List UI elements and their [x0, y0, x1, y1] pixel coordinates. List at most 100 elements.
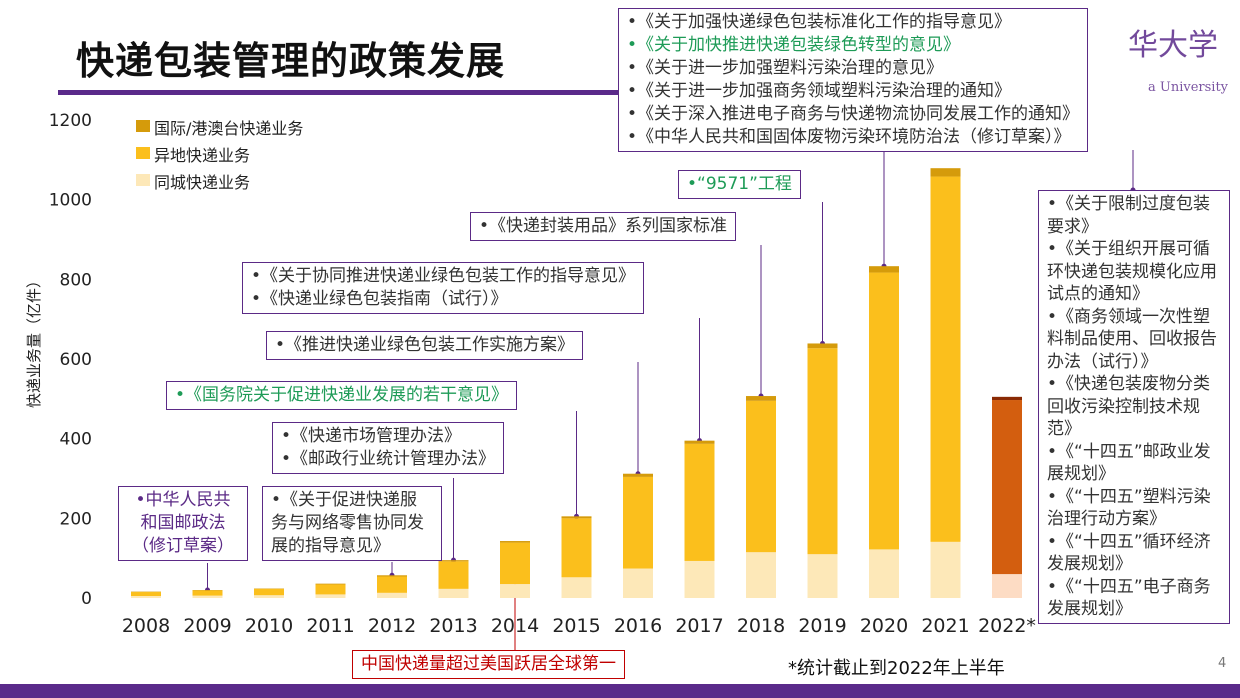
note-2017-line-1: •《关于协同推进快递业绿色包装工作的指导意见》: [251, 266, 636, 286]
y-tick-label: 400: [60, 430, 92, 450]
bar-2021-series-0: [930, 541, 961, 598]
x-tick-label: 2009: [183, 615, 231, 637]
note-2021-line-1: •《关于限制过度包装要求》: [1047, 194, 1211, 237]
bar-2014-series-0: [500, 584, 530, 598]
x-tick-label: 2015: [552, 615, 600, 637]
y-tick-label: 1000: [49, 191, 92, 211]
bar-2018-series-0: [746, 552, 776, 598]
footnote: *统计截止到2022年上半年: [788, 658, 1005, 679]
note-2019: •“9571”工程: [678, 170, 801, 199]
note-2017-line-2: •《快递业绿色包装指南（试行）》: [251, 289, 508, 309]
bar-2009-series-0: [192, 595, 223, 598]
bar-2010-series-0: [254, 595, 284, 598]
note-2020-line-4: •《关于进一步加强商务领域塑料污染治理的通知》: [627, 81, 1012, 101]
note-2013-line-1: •《快递市场管理办法》: [281, 426, 462, 446]
y-tick-label: 800: [60, 270, 92, 290]
note-2016: •《推进快递业绿色包装工作实施方案》: [266, 331, 584, 360]
note-2021-line-6: •《“十四五”塑料污染治理行动方案》: [1047, 486, 1211, 530]
slide-title: 快递包装管理的政策发展: [76, 39, 506, 83]
x-tick-label: 2020: [860, 615, 908, 637]
y-axis-ticks: 0 200 400 600 800 1000 1200: [49, 111, 92, 609]
bar-2012-series-2: [377, 575, 407, 577]
bar-2020-series-2: [869, 266, 899, 273]
university-logo-subtitle: a University: [1148, 80, 1229, 95]
note-2021-line-3: •《商务领域一次性塑料制品使用、回收报告办法（试行）》: [1047, 306, 1217, 372]
note-2021-line-4: •《快递包装废物分类回收污染控制技术规范》: [1047, 374, 1211, 439]
note-2020-line-5: •《关于深入推进电子商务与快递物流协同发展工作的通知》: [627, 104, 1080, 124]
legend-swatch-intercity: [136, 147, 150, 159]
bar-2011-series-0: [315, 594, 346, 598]
x-tick-label: 2013: [429, 615, 477, 637]
legend-swatch-same-city: [136, 174, 150, 186]
bar-2021-series-1: [930, 176, 961, 542]
bar-2011-series-2: [315, 583, 346, 585]
x-tick-label: 2017: [675, 615, 723, 637]
bar-2017-series-2: [684, 440, 715, 444]
bar-2010-series-1: [254, 588, 284, 596]
bar-2019-series-1: [807, 348, 838, 555]
x-tick-label: 2011: [306, 615, 354, 637]
bar-2015-series-1: [561, 518, 592, 578]
legend-label-international: 国际/港澳台快递业务: [154, 119, 304, 138]
bar-2013-series-0: [438, 588, 469, 598]
bar-2016-series-2: [623, 473, 653, 477]
bar-2016-series-0: [623, 568, 653, 598]
x-tick-label: 2010: [245, 615, 293, 637]
note-2020-line-2: •《关于加快推进快递包装绿色转型的意见》: [627, 35, 961, 55]
note-2013: •《快递市场管理办法》 •《邮政行业统计管理办法》: [272, 422, 505, 474]
bar-2015-series-0: [561, 577, 592, 598]
x-axis-ticks: 2008 2009 2010 2011 2012 2013 2014 2015 2016 2017…: [122, 615, 1036, 637]
note-2021-line-5: •《“十四五”邮政业发展规划》: [1047, 441, 1211, 485]
note-2018: •《快递封装用品》系列国家标准: [470, 212, 737, 241]
bar-2016-series-1: [623, 476, 653, 569]
y-tick-label: 600: [60, 350, 92, 370]
legend-label-same-city: 同城快递业务: [154, 173, 251, 192]
bar-2018-series-1: [746, 400, 776, 553]
note-2021-line-8: •《“十四五”电子商务发展规划》: [1047, 576, 1211, 620]
x-tick-label: 2021: [921, 615, 969, 637]
bar-2013-series-2: [438, 560, 469, 562]
bar-2013-series-1: [438, 561, 469, 589]
bar-2014-series-2: [500, 541, 530, 543]
bar-2012-series-1: [377, 576, 407, 593]
bar-2020-series-0: [869, 549, 899, 598]
bar-2017-series-0: [684, 560, 715, 598]
note-2017: •《关于协同推进快递业绿色包装工作的指导意见》 •《快递业绿色包装指南（试行）》: [242, 262, 645, 314]
bar-2008-series-0: [131, 596, 161, 598]
x-tick-label: 2018: [737, 615, 785, 637]
y-tick-label: 200: [60, 509, 92, 529]
legend-swatch-international: [136, 120, 150, 132]
bar-2018-series-2: [746, 396, 776, 401]
x-tick-label: 2012: [368, 615, 416, 637]
note-2015: •《国务院关于促进快递业发展的若干意见》: [166, 381, 518, 410]
bars-layer: [131, 168, 1022, 598]
bar-2009-series-1: [192, 590, 223, 596]
y-axis-label: 快递业务量（亿件）: [25, 272, 44, 409]
page-number: 4: [1218, 656, 1227, 671]
bar-2011-series-1: [315, 584, 346, 595]
bar-2021-series-2: [930, 168, 961, 177]
note-2020-line-3: •《关于进一步加强塑料污染治理的意见》: [627, 58, 944, 78]
bar-2022*-series-2: [992, 396, 1022, 401]
bar-2022*-series-1: [992, 400, 1022, 575]
bar-2008-series-1: [131, 592, 161, 597]
note-2020: •《关于加强快递绿色包装标准化工作的指导意见》 •《关于加快推进快递包装绿色转型…: [618, 8, 1089, 152]
y-tick-label: 0: [81, 589, 92, 609]
note-2013-line-2: •《邮政行业统计管理办法》: [281, 449, 496, 469]
y-tick-label: 1200: [49, 111, 92, 131]
title-rule: [58, 90, 618, 95]
x-tick-label: 2022*: [978, 615, 1036, 637]
note-2009: •中华人民共和国邮政法（修订草案）: [118, 486, 248, 561]
bar-2014-series-1: [500, 542, 530, 585]
note-2020-line-6: •《中华人民共和国固体废物污染环境防治法（修订草案）》: [627, 127, 1071, 147]
x-tick-label: 2016: [614, 615, 662, 637]
bar-2017-series-1: [684, 443, 715, 561]
university-logo: 华大学: [1128, 28, 1218, 63]
bar-2019-series-0: [807, 554, 838, 598]
bar-2015-series-2: [561, 516, 592, 519]
note-2012: •《关于促进快递服务与网络零售协同发展的指导意见》: [262, 486, 442, 561]
x-tick-label: 2014: [491, 615, 539, 637]
note-2020-line-1: •《关于加强快递绿色包装标准化工作的指导意见》: [627, 12, 1012, 32]
bottom-bar: [0, 684, 1240, 698]
